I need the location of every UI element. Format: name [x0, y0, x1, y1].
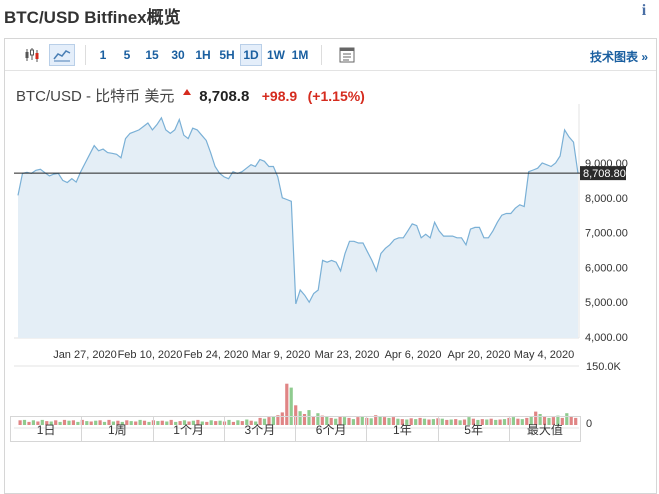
area-chart-icon[interactable] — [49, 44, 75, 66]
interval-1[interactable]: 1 — [99, 48, 107, 62]
toolbar-separator — [85, 45, 86, 65]
interval-5h[interactable]: 5H — [219, 48, 235, 62]
range-1y-button[interactable]: 1年 — [367, 417, 439, 441]
candlestick-icon[interactable] — [19, 44, 45, 66]
interval-30[interactable]: 30 — [171, 48, 185, 62]
range-1m-button[interactable]: 1个月 — [154, 417, 225, 441]
range-1d-button[interactable]: 1日 — [11, 417, 83, 441]
range-3m-button[interactable]: 3个月 — [225, 417, 296, 441]
range-5y-button[interactable]: 5年 — [439, 417, 510, 441]
up-arrow-icon — [182, 89, 191, 95]
toolbar-separator — [321, 45, 322, 65]
last-price: 8,708.8 — [199, 88, 250, 105]
chart-toolbar: 1 5 15 30 1H 5H 1D 1W 1M 技术图表 » — [5, 39, 656, 71]
price-change-percent: (+1.15%) — [307, 88, 365, 104]
interval-1w[interactable]: 1W — [267, 48, 285, 62]
range-selector: 1日 1周 1个月 3个月 6个月 1年 5年 最大值 — [10, 416, 581, 442]
interval-1h[interactable]: 1H — [195, 48, 211, 62]
tech-chart-link[interactable]: 技术图表 » — [589, 50, 648, 64]
interval-1m[interactable]: 1M — [291, 48, 309, 62]
interval-1d[interactable]: 1D — [240, 44, 262, 66]
chart-settings-icon[interactable] — [335, 44, 359, 66]
instrument-name: BTC/USD - 比特币 美元 — [16, 88, 175, 105]
price-change: +98.9 — [261, 88, 298, 104]
range-max-button[interactable]: 最大值 — [526, 422, 563, 437]
interval-5[interactable]: 5 — [123, 48, 131, 62]
range-6m-button[interactable]: 6个月 — [296, 417, 368, 441]
page-title: BTC/USD Bitfinex概览 — [4, 8, 181, 27]
range-1w-button[interactable]: 1周 — [82, 417, 154, 441]
info-icon[interactable]: i — [641, 2, 647, 19]
chart-panel: 1 5 15 30 1H 5H 1D 1W 1M 技术图表 » BTC/USD … — [4, 38, 657, 494]
quote-header: BTC/USD - 比特币 美元 8,708.8 +98.9 (+1.15%) — [16, 85, 365, 106]
interval-15[interactable]: 15 — [145, 48, 159, 62]
